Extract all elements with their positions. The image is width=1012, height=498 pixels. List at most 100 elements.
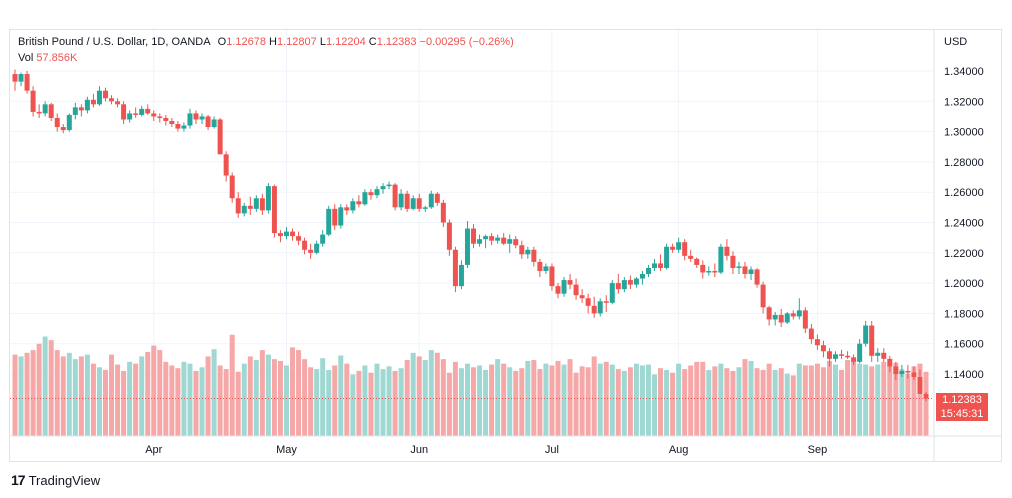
- volume-bar: [778, 368, 784, 436]
- y-tick-label: 1.22000: [944, 248, 984, 260]
- candle-body: [814, 339, 820, 346]
- x-tick-label: Jun: [410, 444, 428, 456]
- volume-bar: [471, 367, 477, 436]
- volume-bar: [917, 363, 923, 436]
- volume-bar: [700, 361, 706, 436]
- candle-body: [808, 328, 814, 340]
- candle-body: [241, 205, 247, 214]
- candle-body: [519, 245, 525, 255]
- volume-bar: [235, 371, 241, 436]
- candle-body: [48, 104, 54, 118]
- volume-bar: [121, 370, 127, 436]
- change-value: −0.00295 (−0.26%): [419, 36, 514, 48]
- candle-body: [507, 239, 513, 244]
- candle-body: [802, 310, 808, 329]
- candle-body: [615, 283, 621, 290]
- volume-bar: [688, 365, 694, 436]
- volume-bar: [603, 361, 609, 436]
- candle-body: [96, 90, 102, 105]
- volume-bar: [428, 350, 434, 436]
- candle-body: [706, 270, 712, 273]
- tradingview-logo[interactable]: 17 TradingView: [11, 472, 100, 488]
- volume-bar: [338, 355, 344, 436]
- candle-body: [163, 117, 169, 121]
- candle-body: [760, 284, 766, 308]
- volume-bar: [181, 361, 187, 436]
- candle-body: [893, 366, 899, 374]
- volume-bar: [513, 370, 519, 436]
- volume-bar: [398, 368, 404, 436]
- candle-body: [368, 192, 374, 196]
- volume-bar: [923, 371, 929, 436]
- close-value: 1.12383: [376, 36, 417, 48]
- candle-body: [670, 246, 676, 250]
- volume-bar: [404, 360, 410, 436]
- candle-body: [887, 358, 893, 367]
- volume-bar: [670, 372, 676, 436]
- volume-bar: [72, 359, 78, 436]
- volume-bar: [350, 374, 356, 436]
- volume-bar: [12, 354, 18, 436]
- candle-body: [290, 231, 296, 237]
- volume-bar: [718, 363, 724, 436]
- candle-body: [356, 201, 362, 205]
- volume-bar: [109, 354, 115, 436]
- volume-bar: [314, 369, 320, 436]
- candle-body: [332, 208, 338, 226]
- volume-bar: [145, 351, 151, 436]
- candle-body: [682, 242, 688, 256]
- currency-label: USD: [944, 36, 967, 48]
- x-tick-label: Jul: [545, 444, 559, 456]
- candle-body: [223, 154, 229, 176]
- candle-body: [579, 295, 585, 299]
- volume-bar: [374, 363, 380, 436]
- volume-bar: [410, 352, 416, 436]
- symbol-title: British Pound / U.S. Dollar, 1D, OANDA: [18, 36, 211, 48]
- volume-bar: [501, 363, 507, 436]
- candle-body: [555, 286, 561, 294]
- candle-body: [549, 266, 555, 287]
- volume-bar: [911, 366, 917, 436]
- candle-body: [308, 249, 314, 253]
- x-tick-label: Apr: [145, 444, 162, 456]
- x-tick-label: May: [276, 444, 297, 456]
- x-tick-label: Sep: [808, 444, 828, 456]
- volume-bar: [271, 359, 277, 436]
- volume-bar: [495, 359, 501, 436]
- volume-bar: [525, 360, 531, 436]
- volume-bar: [615, 369, 621, 436]
- candle-body: [169, 120, 175, 125]
- volume-bar: [597, 363, 603, 436]
- volume-bar: [446, 372, 452, 436]
- candle-body: [404, 193, 410, 209]
- volume-bar: [283, 365, 289, 436]
- candle-body: [633, 278, 639, 285]
- volume-bar: [133, 363, 139, 436]
- volume-bar: [422, 360, 428, 436]
- volume-bar: [247, 356, 253, 436]
- volume-bar: [290, 347, 296, 436]
- candle-body: [477, 239, 483, 244]
- candle-body: [905, 370, 911, 373]
- volume-bar: [736, 367, 742, 436]
- volume-bar: [772, 369, 778, 436]
- candle-body: [561, 280, 567, 294]
- volume-bar: [633, 363, 639, 436]
- candle-body: [428, 193, 434, 208]
- volume-bar: [531, 360, 537, 436]
- candle-body: [766, 307, 772, 320]
- volume-bar: [175, 368, 181, 436]
- volume-bar: [308, 367, 314, 436]
- volume-bar: [223, 369, 229, 436]
- volume-label: Vol: [18, 52, 34, 64]
- volume-bar: [561, 364, 567, 436]
- candle-body: [820, 345, 826, 352]
- volume-bar: [302, 359, 308, 436]
- candle-body: [217, 119, 223, 155]
- candle-body: [917, 377, 923, 394]
- candle-body: [724, 246, 730, 256]
- candle-body: [531, 249, 537, 262]
- volume-value: 57.856K: [36, 52, 78, 64]
- candle-body: [181, 125, 187, 129]
